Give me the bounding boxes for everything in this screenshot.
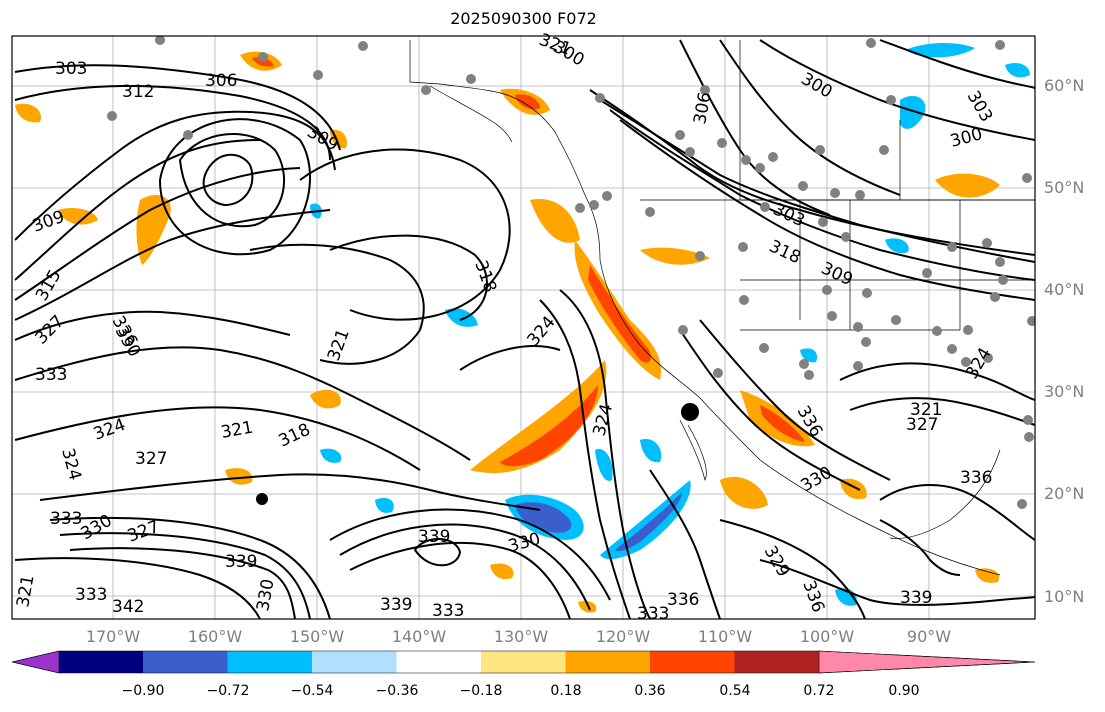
colorbar-tick-label: 0.54: [719, 683, 751, 699]
colorbar-segment: [59, 651, 143, 673]
colorbar-segment: [565, 651, 650, 673]
lat-label: 30°N: [1044, 382, 1085, 401]
colorbar-outline: [11, 650, 1036, 674]
colorbar-segment: [312, 651, 397, 673]
contour-lines: [14, 39, 1035, 619]
contour-label: 339: [900, 588, 932, 608]
colorbar-tick-label: −0.54: [290, 683, 334, 699]
colorbar-tick-label: 0.90: [888, 683, 920, 699]
contour-label: 327: [906, 415, 938, 435]
small-marker: [256, 493, 268, 505]
contour-label: 327: [135, 449, 167, 469]
contour-label: 333: [75, 585, 107, 605]
colorbar-segment: [481, 651, 566, 673]
lon-label: 130°W: [493, 627, 549, 646]
lat-label: 20°N: [1044, 484, 1085, 503]
contour-label: 342: [112, 597, 144, 617]
cold-shading: [310, 43, 1030, 606]
lon-label: 120°W: [595, 627, 651, 646]
contour-label: 321: [910, 400, 942, 420]
lon-label: 150°W: [289, 627, 345, 646]
contour-label: 339: [418, 527, 450, 547]
lon-label: 90°W: [906, 627, 952, 646]
contour-label: 336: [667, 590, 699, 610]
contour-label: 333: [35, 365, 67, 385]
contour-label: 336: [960, 468, 992, 488]
contour-label: 333: [432, 601, 464, 621]
colorbar-tick-label: −0.36: [375, 683, 419, 699]
contour-label: 303: [55, 59, 87, 79]
colorbar: [11, 650, 1036, 674]
lat-label: 10°N: [1044, 587, 1085, 606]
colorbar-segment: [227, 651, 312, 673]
colorbar-tick-label: −0.90: [121, 683, 165, 699]
lat-label: 60°N: [1044, 76, 1085, 95]
map-title: 2025090300 F072: [450, 9, 597, 28]
colorbar-tick-label: 0.36: [634, 683, 666, 699]
lon-label: 100°W: [799, 627, 855, 646]
colorbar-tick-label: 0.72: [803, 683, 835, 699]
lon-label: 140°W: [391, 627, 447, 646]
colorbar-tick-label: 0.18: [550, 683, 582, 699]
lon-label: 160°W: [187, 627, 243, 646]
colorbar-segment: [734, 651, 819, 673]
contour-label: 306: [205, 71, 237, 91]
colorbar-tick-label: −0.18: [459, 683, 503, 699]
colorbar-tick-label: −0.72: [206, 683, 250, 699]
station-dots: [107, 36, 1035, 509]
lon-label: 110°W: [697, 627, 753, 646]
highlight-marker: [681, 403, 699, 421]
lon-label: 170°W: [85, 627, 141, 646]
contour-label: 333: [50, 509, 82, 529]
colorbar-extend-left: [11, 650, 60, 674]
lat-label: 40°N: [1044, 280, 1085, 299]
coastlines: [409, 40, 1035, 576]
colorbar-segment: [650, 651, 735, 673]
contour-label: 312: [122, 82, 154, 102]
colorbar-segment: [396, 651, 481, 673]
colorbar-extend-right: [818, 650, 1036, 674]
colorbar-segment: [143, 651, 228, 673]
lat-label: 50°N: [1044, 178, 1085, 197]
map-frame: [11, 35, 1036, 620]
contour-label: 339: [380, 595, 412, 615]
contour-label: 339: [225, 552, 257, 572]
contour-label: 333: [637, 604, 669, 624]
